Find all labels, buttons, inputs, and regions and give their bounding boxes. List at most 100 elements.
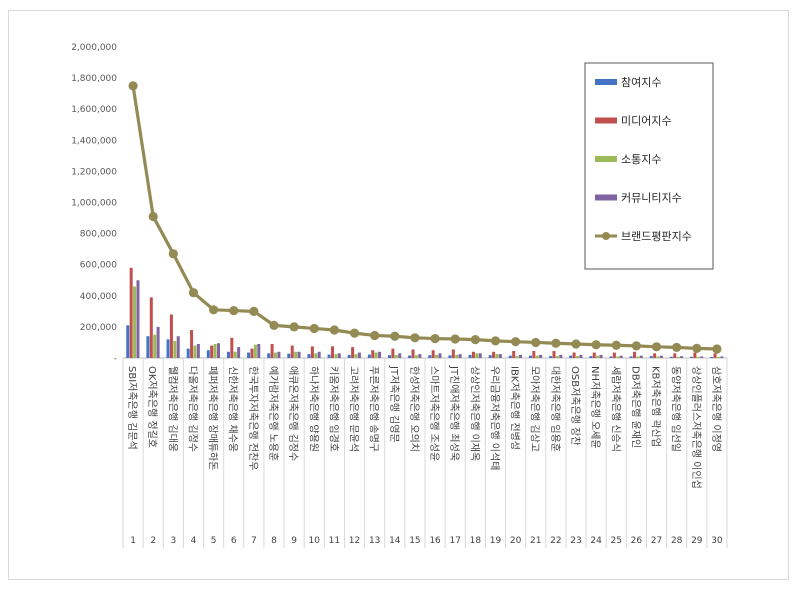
line-point	[329, 325, 339, 335]
bar-참여지수	[307, 354, 311, 358]
bar-미디어지수	[673, 353, 677, 358]
x-category-label: 세람저축은행 신승식	[609, 366, 622, 452]
bar-미디어지수	[190, 330, 194, 358]
x-index-label: 15	[409, 536, 420, 546]
bar-미디어지수	[149, 297, 153, 358]
x-index-label: 21	[530, 536, 541, 546]
bar-소통지수	[374, 352, 378, 358]
bar-참여지수	[448, 355, 452, 358]
y-tick-label: 1,400,000	[71, 136, 117, 146]
line-point	[510, 337, 521, 347]
bar-커뮤니티지수	[619, 355, 623, 358]
legend-swatch	[595, 117, 617, 124]
bar-커뮤니티지수	[579, 354, 583, 358]
bar-커뮤니티지수	[458, 354, 462, 358]
bar-소통지수	[354, 354, 358, 358]
bar-미디어지수	[250, 348, 254, 358]
x-category-label: 고려저축은행 문윤석	[348, 366, 360, 452]
line-point	[209, 305, 219, 315]
y-tick-label: 600,000	[80, 261, 117, 271]
bar-커뮤니티지수	[418, 354, 422, 358]
x-category-label: SBI저축은행 김문석	[126, 366, 138, 450]
bar-미디어지수	[451, 349, 455, 358]
x-index-label: 20	[510, 536, 522, 546]
y-tick-label: 1,000,000	[71, 199, 117, 209]
x-category-label: 페퍼저축은행 장매튜하돈	[207, 366, 220, 470]
bar-커뮤니티지수	[539, 354, 543, 358]
x-category-label: 모아저축은행 김상고	[529, 366, 541, 452]
x-index-label: 3	[170, 536, 176, 546]
bar-소통지수	[676, 356, 680, 358]
bar-소통지수	[274, 352, 277, 358]
bar-미디어지수	[310, 346, 314, 358]
bar-미디어지수	[552, 351, 556, 358]
bar-소통지수	[576, 356, 579, 358]
x-category-label: 푸른저축은행 송명구	[368, 366, 380, 452]
x-index-label: 28	[671, 536, 683, 546]
bar-참여지수	[226, 351, 230, 358]
bar-소통지수	[153, 334, 157, 358]
legend-label: 브랜드평판지수	[621, 230, 692, 243]
bar-소통지수	[716, 356, 720, 358]
bar-소통지수	[475, 353, 479, 358]
line-point	[692, 343, 702, 353]
x-index-label: 1	[130, 536, 136, 546]
bar-소통지수	[495, 354, 499, 358]
bar-참여지수	[649, 356, 653, 358]
line-point	[450, 334, 460, 344]
bar-미디어지수	[532, 351, 536, 358]
bar-소통지수	[555, 356, 559, 358]
bar-참여지수	[327, 354, 331, 358]
x-index-label: 17	[449, 536, 460, 546]
line-point	[430, 333, 440, 344]
x-index-label: 4	[191, 536, 197, 546]
bar-소통지수	[334, 354, 338, 358]
bar-참여지수	[528, 355, 532, 358]
x-index-label: 26	[631, 536, 643, 546]
bar-커뮤니티지수	[680, 356, 684, 358]
bar-미디어지수	[230, 337, 234, 358]
x-category-label: 하나저축은행 양용원	[307, 366, 320, 452]
bar-미디어지수	[633, 351, 636, 358]
x-category-label: 스마트저축은행 조성윤	[428, 366, 440, 461]
x-category-label: JT친애저축은행 최성욱	[448, 365, 460, 461]
bar-커뮤니티지수	[700, 356, 704, 358]
bar-커뮤니티지수	[317, 351, 321, 358]
bar-참여지수	[428, 355, 432, 358]
x-category-label: 신한저축은행 채수웅	[227, 366, 239, 452]
x-index-label: 25	[611, 536, 622, 546]
bar-소통지수	[294, 351, 298, 358]
bar-소통지수	[394, 354, 398, 358]
bar-커뮤니티지수	[297, 351, 301, 358]
x-category-label: 대한저축은행 임용훈	[549, 366, 562, 452]
bar-참여지수	[247, 352, 251, 358]
line-point	[289, 322, 299, 332]
bar-참여지수	[166, 339, 170, 358]
line-point	[672, 342, 682, 353]
bar-소통지수	[636, 356, 640, 358]
line-point	[591, 340, 601, 350]
bar-커뮤니티지수	[519, 354, 522, 358]
legend-label: 미디어지수	[621, 115, 672, 128]
line-point	[370, 330, 380, 341]
line-point	[712, 344, 722, 354]
line-point	[390, 331, 400, 341]
bar-참여지수	[468, 354, 472, 358]
line-point	[148, 211, 158, 222]
bar-커뮤니티지수	[257, 344, 261, 358]
x-index-label: 14	[389, 536, 401, 546]
line-point	[490, 336, 501, 346]
bar-미디어지수	[351, 347, 355, 358]
bar-참여지수	[488, 355, 492, 358]
bar-미디어지수	[612, 352, 616, 358]
x-category-label: OK저축은행 정길호	[146, 366, 159, 448]
x-category-label: OSB저축은행 장찬	[569, 366, 581, 445]
line-point	[470, 335, 480, 345]
bar-참여지수	[287, 353, 291, 358]
bar-소통지수	[656, 356, 660, 358]
bar-커뮤니티지수	[337, 353, 341, 358]
bar-참여지수	[710, 356, 714, 358]
x-category-label: 애큐온저축은행 김정수	[287, 366, 299, 461]
